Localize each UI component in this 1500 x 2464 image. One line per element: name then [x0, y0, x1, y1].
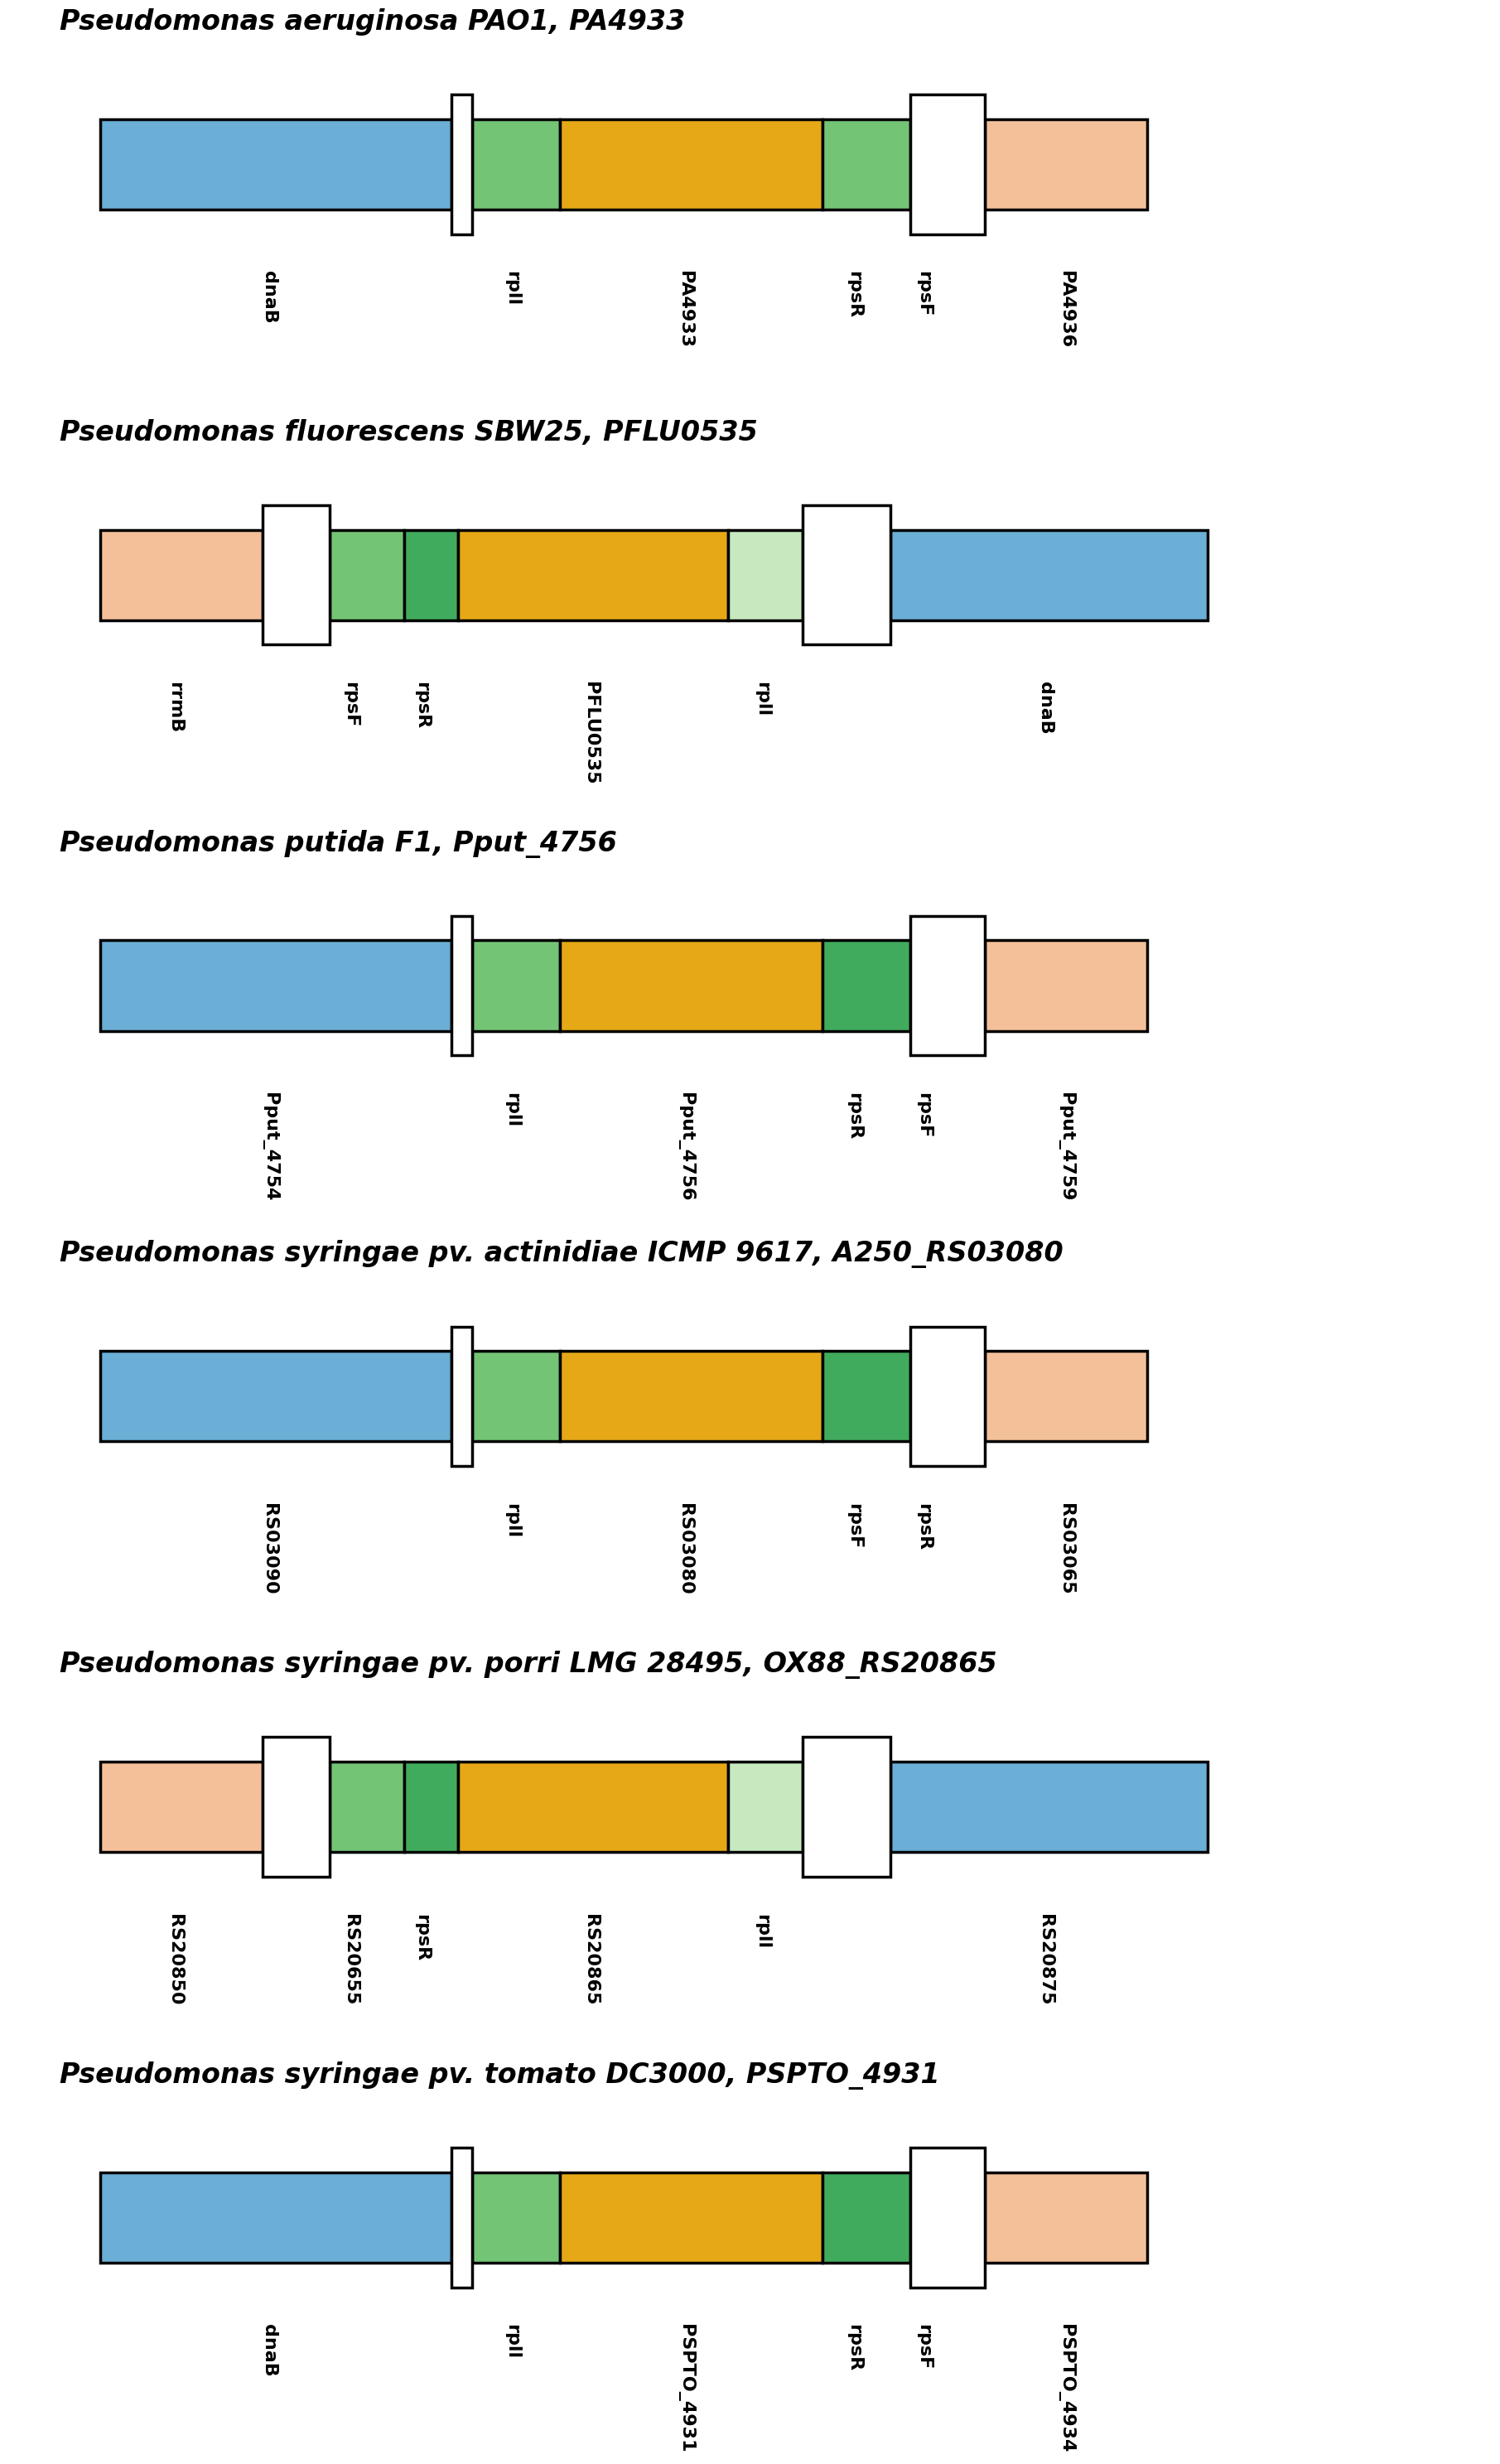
Text: rpsR: rpsR — [414, 683, 430, 729]
Text: PSPTO_4931: PSPTO_4931 — [676, 2324, 693, 2454]
Bar — [473, 118, 560, 209]
Bar — [822, 1350, 910, 1441]
Bar — [473, 2173, 560, 2262]
Text: rpsF: rpsF — [342, 683, 358, 727]
Text: rpsF: rpsF — [915, 1092, 933, 1138]
Text: Pseudomonas syringae pv. porri LMG 28495, OX88_RS20865: Pseudomonas syringae pv. porri LMG 28495… — [60, 1651, 998, 1678]
Bar — [822, 941, 910, 1030]
Bar — [560, 2173, 822, 2262]
Bar — [100, 118, 452, 209]
Text: rrmB: rrmB — [167, 683, 183, 734]
Text: RS03065: RS03065 — [1058, 1503, 1074, 1594]
Text: PSPTO_4934: PSPTO_4934 — [1058, 2324, 1074, 2454]
Bar — [459, 1762, 729, 1853]
Bar — [100, 941, 452, 1030]
Bar — [891, 1762, 1208, 1853]
Text: PA4936: PA4936 — [1058, 271, 1074, 347]
Bar — [452, 1326, 473, 1466]
Bar — [986, 2173, 1148, 2262]
Text: dnaB: dnaB — [261, 2324, 278, 2378]
Bar — [822, 118, 910, 209]
Bar — [910, 2149, 986, 2287]
Bar — [822, 2173, 910, 2262]
Bar — [910, 1326, 986, 1466]
Bar — [560, 1350, 822, 1441]
Text: RS20850: RS20850 — [167, 1915, 183, 2006]
Bar — [986, 1350, 1148, 1441]
Bar — [100, 530, 262, 621]
Text: rpll: rpll — [504, 2324, 520, 2358]
Bar — [560, 118, 822, 209]
Text: rpll: rpll — [753, 1915, 771, 1949]
Bar — [803, 1737, 891, 1878]
Bar — [405, 530, 459, 621]
Bar — [459, 530, 729, 621]
Bar — [100, 2173, 452, 2262]
Text: rpsF: rpsF — [846, 1503, 862, 1550]
Bar — [729, 1762, 802, 1853]
Bar — [986, 118, 1148, 209]
Bar — [452, 917, 473, 1055]
Text: rpll: rpll — [504, 1503, 520, 1538]
Text: RS20875: RS20875 — [1036, 1915, 1054, 2006]
Bar — [100, 1762, 262, 1853]
Text: Pseudomonas fluorescens SBW25, PFLU0535: Pseudomonas fluorescens SBW25, PFLU0535 — [60, 419, 758, 446]
Text: Pput_4759: Pput_4759 — [1058, 1092, 1074, 1200]
Text: Pseudomonas syringae pv. tomato DC3000, PSPTO_4931: Pseudomonas syringae pv. tomato DC3000, … — [60, 2062, 941, 2089]
Text: RS03090: RS03090 — [261, 1503, 278, 1594]
Bar — [100, 1350, 452, 1441]
Text: Pseudomonas aeruginosa PAO1, PA4933: Pseudomonas aeruginosa PAO1, PA4933 — [60, 7, 686, 34]
Text: PFLU0535: PFLU0535 — [582, 683, 598, 786]
Text: rpsR: rpsR — [846, 1092, 862, 1141]
Text: rpsR: rpsR — [846, 2324, 862, 2373]
Text: dnaB: dnaB — [1036, 683, 1054, 734]
Text: rpll: rpll — [504, 271, 520, 306]
Text: Pseudomonas putida F1, Pput_4756: Pseudomonas putida F1, Pput_4756 — [60, 830, 618, 857]
Text: rpsR: rpsR — [414, 1915, 430, 1961]
Bar — [452, 94, 473, 234]
Text: rpll: rpll — [504, 1092, 520, 1126]
Bar — [452, 2149, 473, 2287]
Bar — [729, 530, 802, 621]
Bar — [330, 1762, 405, 1853]
Text: RS20865: RS20865 — [582, 1915, 598, 2006]
Bar — [986, 941, 1148, 1030]
Text: rpsF: rpsF — [915, 271, 933, 318]
Text: RS20655: RS20655 — [342, 1915, 358, 2006]
Bar — [330, 530, 405, 621]
Text: rpll: rpll — [753, 683, 771, 717]
Text: rpsR: rpsR — [846, 271, 862, 318]
Bar — [405, 1762, 459, 1853]
Bar — [262, 505, 330, 646]
Bar — [473, 1350, 560, 1441]
Bar — [803, 505, 891, 646]
Bar — [910, 917, 986, 1055]
Text: PA4933: PA4933 — [676, 271, 693, 347]
Text: rpsF: rpsF — [915, 2324, 933, 2370]
Bar — [473, 941, 560, 1030]
Text: RS03080: RS03080 — [676, 1503, 693, 1594]
Text: Pput_4754: Pput_4754 — [261, 1092, 278, 1200]
Bar — [262, 1737, 330, 1878]
Bar — [891, 530, 1208, 621]
Text: rpsR: rpsR — [915, 1503, 933, 1550]
Text: dnaB: dnaB — [261, 271, 278, 323]
Text: Pput_4756: Pput_4756 — [676, 1092, 693, 1202]
Bar — [910, 94, 986, 234]
Bar — [560, 941, 822, 1030]
Text: Pseudomonas syringae pv. actinidiae ICMP 9617, A250_RS03080: Pseudomonas syringae pv. actinidiae ICMP… — [60, 1239, 1064, 1269]
